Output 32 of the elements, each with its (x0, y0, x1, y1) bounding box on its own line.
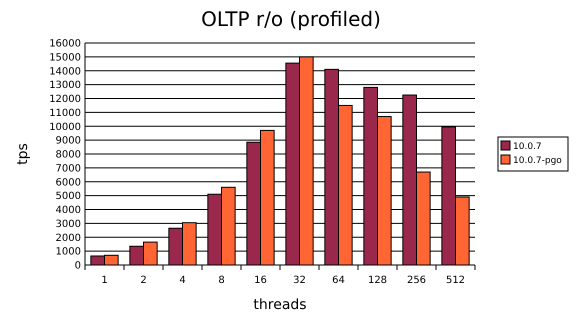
x-tick-label: 128 (368, 275, 388, 286)
y-tick-label: 13000 (49, 80, 81, 92)
x-tick-label: 8 (218, 275, 225, 286)
y-tick-label: 5000 (56, 191, 81, 202)
x-tick-label: 1 (101, 275, 108, 286)
y-tick-label: 7000 (56, 163, 81, 174)
x-tick-label: 4 (179, 275, 186, 286)
x-tick-label: 256 (406, 275, 426, 286)
legend-label: 10.0.7-pgo (513, 156, 562, 166)
x-tick-label: 512 (446, 275, 466, 286)
y-tick-label: 9000 (56, 136, 81, 147)
x-tick-label: 32 (293, 275, 306, 286)
x-axis-title: threads (253, 297, 307, 313)
y-tick-label: 3000 (56, 218, 81, 230)
chart-title: OLTP r/o (profiled) (201, 7, 381, 31)
x-tick-label: 64 (332, 275, 345, 286)
x-tick-label: 2 (140, 275, 147, 286)
y-tick-label: 10000 (49, 122, 81, 133)
y-tick-label: 2000 (56, 232, 81, 244)
x-tick-label: 16 (254, 275, 267, 286)
y-tick-label: 14000 (49, 66, 81, 78)
y-tick-label: 0 (74, 260, 81, 272)
y-tick-label: 11000 (49, 108, 81, 119)
y-tick-label: 12000 (49, 94, 81, 105)
y-tick-label: 6000 (56, 177, 81, 188)
y-tick-label: 16000 (49, 38, 81, 50)
legend-label: 10.0.7 (513, 142, 542, 152)
y-axis-title: tps (15, 143, 31, 165)
y-tick-label: 1000 (56, 246, 81, 258)
y-tick-label: 8000 (56, 150, 81, 160)
y-tick-label: 15000 (49, 52, 81, 64)
y-tick-label: 4000 (56, 205, 81, 216)
